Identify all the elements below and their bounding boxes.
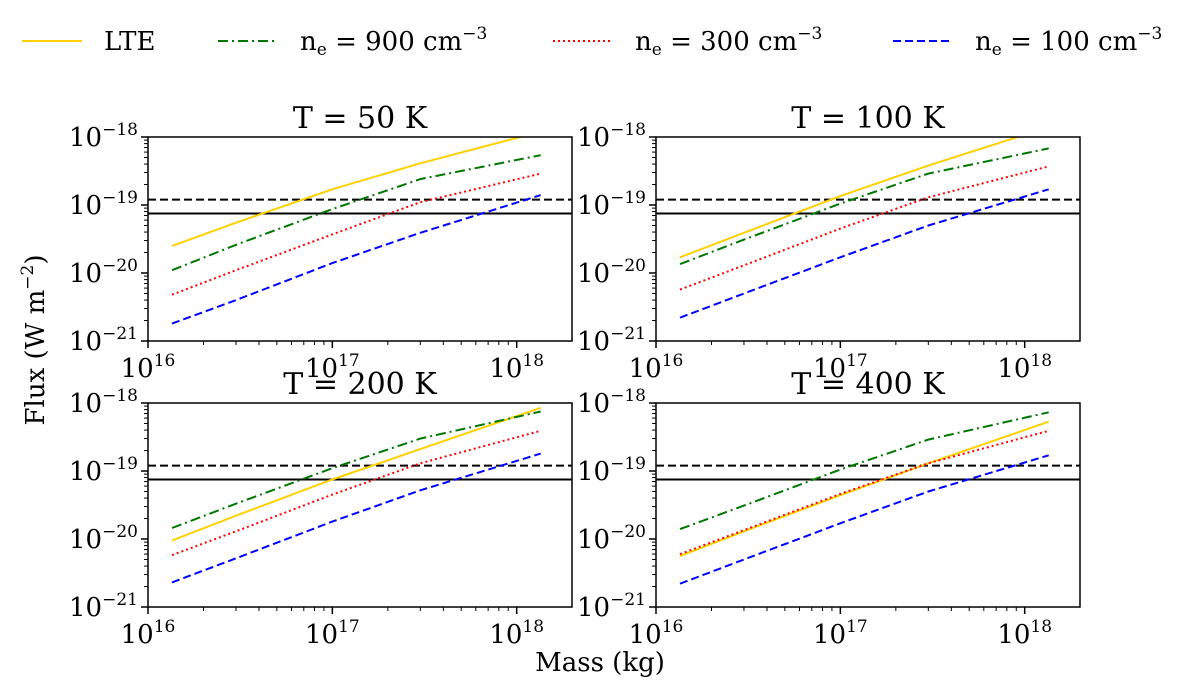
legend-entry-ne900: ne = 900 cm−3 xyxy=(218,24,487,60)
y-tick-label: 10−19 xyxy=(69,188,138,221)
y-tick-label: 10−18 xyxy=(577,120,646,153)
x-tick-label: 1016 xyxy=(121,617,176,650)
y-tick-label: 10−19 xyxy=(69,454,138,487)
series-line-ne900 xyxy=(171,410,541,529)
series-line-ne900 xyxy=(679,411,1049,531)
y-tick-label: 10−20 xyxy=(69,522,138,555)
y-tick-label: 10−18 xyxy=(69,386,138,419)
legend-entry-ne300: ne = 300 cm−3 xyxy=(553,24,822,60)
series-line-ne100 xyxy=(679,454,1049,585)
y-tick-label: 10−18 xyxy=(69,120,138,153)
panel-title: T = 100 K xyxy=(791,101,945,136)
x-tick-label: 1018 xyxy=(489,617,544,650)
axes-frame xyxy=(147,136,573,342)
x-tick-label: 1017 xyxy=(305,617,360,650)
series-line-lte xyxy=(171,137,525,247)
x-tick-label: 1016 xyxy=(121,351,176,384)
series-line-lte xyxy=(679,137,1022,259)
panel-title: T = 200 K xyxy=(283,367,437,402)
x-tick-label: 1017 xyxy=(305,351,360,384)
series-line-ne100 xyxy=(679,188,1049,319)
y-tick-label: 10−19 xyxy=(577,188,646,221)
panel-title: T = 400 K xyxy=(791,367,945,402)
series-line-lte xyxy=(679,420,1050,558)
series-line-ne300 xyxy=(171,172,541,296)
plot-area xyxy=(148,137,572,325)
panel-title: T = 50 K xyxy=(293,101,428,136)
y-axis-label-exp: −2 xyxy=(18,265,38,290)
panel-3: T = 200 K 1016 1017 1018 10−18 10−19 10−20 10−2… xyxy=(69,367,573,650)
legend-label-lte: LTE xyxy=(104,27,155,57)
y-tick-label: 10−20 xyxy=(69,256,138,289)
panel-4: T = 400 K 1016 1017 1018 10−18 10−19 10−20 10−2… xyxy=(577,367,1081,650)
axes-frame xyxy=(147,402,573,608)
legend-label-ne100: ne = 100 cm−3 xyxy=(975,24,1162,60)
y-axis-label-close: ) xyxy=(21,254,51,264)
legend-entry-lte: LTE xyxy=(22,27,155,57)
panels: T = 50 K 1016 1017 1018 10−18 10−19 10−20 10−21… xyxy=(69,101,1081,650)
panel-1: T = 50 K 1016 1017 1018 10−18 10−19 10−20 10−21 xyxy=(69,101,573,384)
legend: LTE ne = 900 cm−3 ne = 300 cm−3 ne = 100 cm… xyxy=(22,24,1162,60)
series-line-ne300 xyxy=(679,165,1049,291)
x-tick-label: 1016 xyxy=(629,351,684,384)
y-tick-label: 10−21 xyxy=(69,590,138,623)
plot-area xyxy=(148,406,572,584)
axes-frame xyxy=(655,136,1081,342)
series-line-ne300 xyxy=(171,429,541,557)
x-tick-label: 1016 xyxy=(629,617,684,650)
legend-label-ne300: ne = 300 cm−3 xyxy=(635,24,822,60)
plot-area xyxy=(656,411,1080,585)
y-tick-label: 10−21 xyxy=(69,324,138,357)
legend-entry-ne100: ne = 100 cm−3 xyxy=(893,24,1162,60)
series-line-ne300 xyxy=(679,429,1049,556)
series-line-ne100 xyxy=(171,452,541,584)
y-axis-label: Flux (W m−2) xyxy=(18,254,51,425)
y-tick-label: 10−19 xyxy=(577,454,646,487)
x-tick-label: 1018 xyxy=(997,617,1052,650)
y-tick-label: 10−20 xyxy=(577,522,646,555)
x-tick-label: 1018 xyxy=(489,351,544,384)
x-tick-label: 1018 xyxy=(997,351,1052,384)
series-line-ne100 xyxy=(171,194,541,325)
y-tick-label: 10−18 xyxy=(577,386,646,419)
y-tick-label: 10−21 xyxy=(577,590,646,623)
x-tick-label: 1017 xyxy=(813,617,868,650)
series-line-ne900 xyxy=(679,147,1049,266)
x-axis-label: Mass (kg) xyxy=(535,648,665,678)
axes-frame xyxy=(655,402,1081,608)
y-tick-label: 10−20 xyxy=(577,256,646,289)
series-line-ne900 xyxy=(171,154,541,272)
panel-2: T = 100 K 1016 1017 1018 10−18 10−19 10−20 10−2… xyxy=(577,101,1081,384)
y-axis-label-main: Flux (W m xyxy=(21,290,51,426)
y-tick-label: 10−21 xyxy=(577,324,646,357)
x-tick-label: 1017 xyxy=(813,351,868,384)
legend-label-ne900: ne = 900 cm−3 xyxy=(300,24,487,60)
plot-area xyxy=(656,137,1080,319)
series-line-lte xyxy=(171,406,542,542)
